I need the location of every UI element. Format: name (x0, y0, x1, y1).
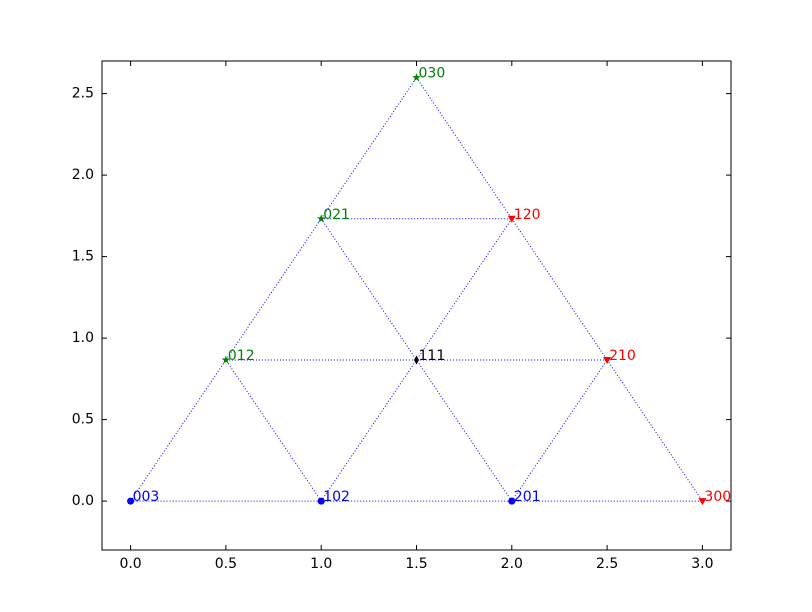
edge (320, 359, 417, 502)
plot-area (102, 61, 731, 550)
point (317, 497, 325, 505)
point-label: 111 (419, 348, 446, 364)
y-tick-label: 2.5 (72, 86, 94, 102)
point (603, 356, 612, 364)
edge (416, 218, 513, 361)
frame (101, 60, 732, 551)
point-label: 102 (323, 489, 350, 505)
y-tick-label: 0.0 (72, 493, 94, 509)
point-label: 030 (419, 66, 446, 82)
point (508, 497, 516, 505)
point-label: 012 (228, 348, 255, 364)
edge (320, 218, 417, 361)
point (127, 497, 135, 505)
point-label: 210 (609, 348, 636, 364)
point (221, 355, 231, 364)
point-label: 300 (704, 489, 731, 505)
x-tick-label: 1.5 (405, 556, 427, 572)
y-tick-label: 2.0 (72, 167, 94, 183)
point (414, 355, 419, 365)
x-tick-label: 0.5 (215, 556, 237, 572)
edge (416, 77, 513, 220)
x-tick-label: 2.5 (596, 556, 618, 572)
edge (225, 218, 322, 361)
y-tick-label: 1.5 (72, 249, 94, 265)
edge (416, 359, 513, 502)
point-label: 021 (323, 207, 350, 223)
point-label: 003 (133, 489, 160, 505)
point (698, 498, 707, 506)
edge (225, 359, 322, 502)
point-label: 120 (514, 207, 541, 223)
x-tick-label: 1.0 (310, 556, 332, 572)
point-label: 201 (514, 489, 541, 505)
edge (511, 218, 608, 361)
point (316, 214, 326, 223)
x-tick-label: 0.0 (119, 556, 141, 572)
x-tick-label: 3.0 (691, 556, 713, 572)
point (412, 73, 421, 82)
x-tick-label: 2.0 (501, 556, 523, 572)
edge (130, 359, 227, 502)
edge (320, 77, 417, 220)
edge (511, 359, 608, 502)
point (507, 215, 516, 223)
y-tick-label: 0.5 (72, 412, 94, 428)
edge (606, 359, 703, 502)
y-tick-label: 1.0 (72, 330, 94, 346)
